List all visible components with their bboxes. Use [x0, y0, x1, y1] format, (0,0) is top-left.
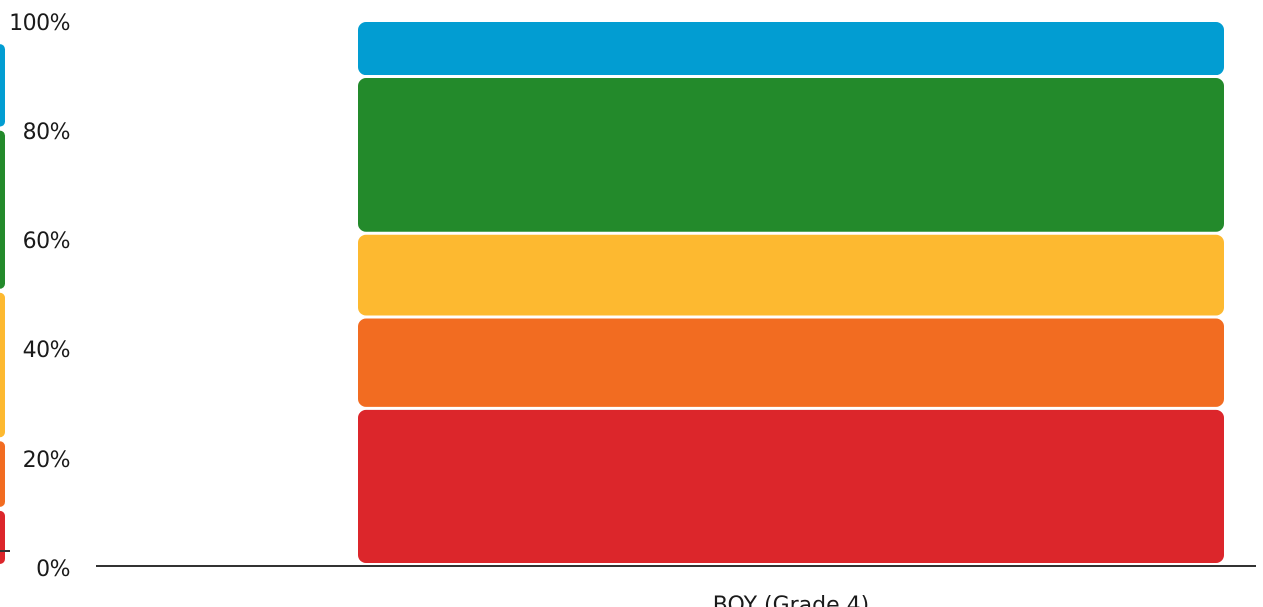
y-tick-label: 0%	[36, 557, 70, 582]
legend-swatch-2	[0, 441, 5, 507]
bar-segment-1	[358, 409, 1224, 563]
bar-segment-5	[358, 22, 1224, 76]
y-tick-label: 60%	[23, 229, 70, 254]
y-tick-label: 80%	[23, 120, 70, 145]
stacked-bar	[358, 22, 1224, 563]
bar-segment-3	[358, 234, 1224, 316]
y-tick-label: 100%	[9, 11, 70, 36]
legend-swatch-4	[0, 130, 5, 289]
y-axis-tick-labels: 0% 20% 40% 60% 80% 100%	[9, 11, 70, 582]
legend-swatch-column	[0, 44, 5, 564]
legend-swatch-3	[0, 292, 5, 438]
y-tick-label: 40%	[23, 338, 70, 363]
legend-swatch-1	[0, 510, 5, 564]
y-tick-label: 20%	[23, 448, 70, 473]
bar-segment-2	[358, 318, 1224, 407]
x-category-label: BOY (Grade 4)	[713, 593, 869, 607]
x-axis-category-labels: BOY (Grade 4)	[713, 593, 869, 607]
bar-segment-4	[358, 78, 1224, 232]
legend-swatch-5	[0, 44, 5, 127]
